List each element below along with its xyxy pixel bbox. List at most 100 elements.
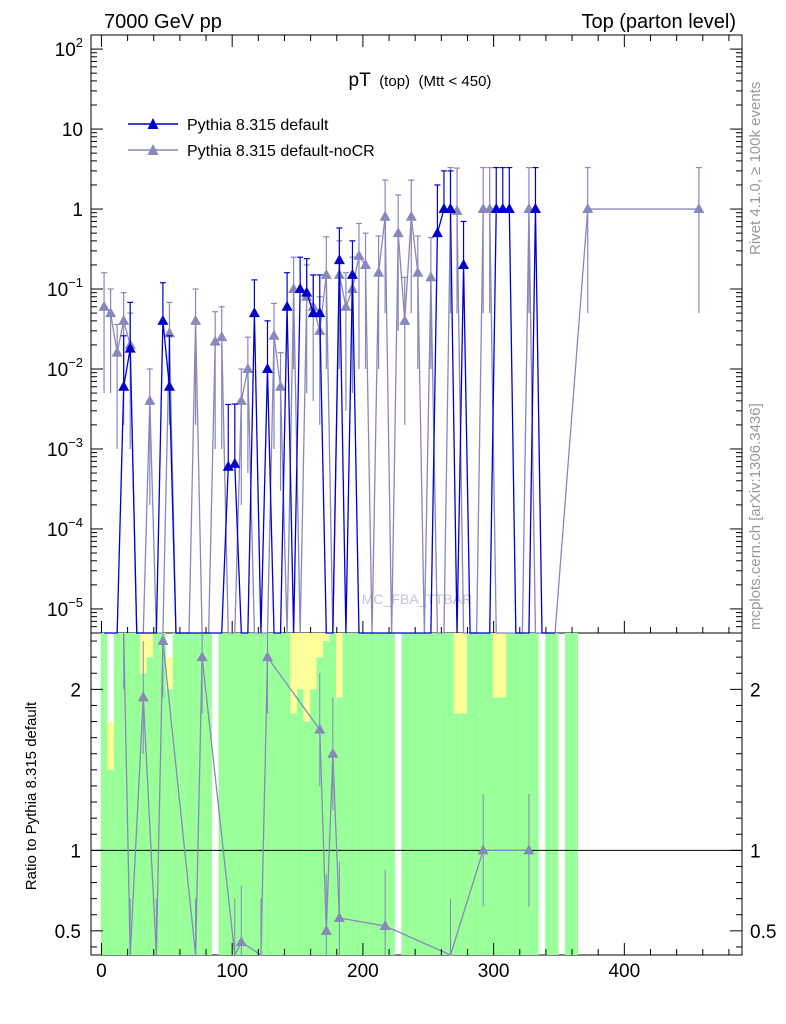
band-green [107, 769, 114, 955]
ratio-tick-label-right: 1 [750, 841, 761, 862]
band-green [120, 633, 127, 955]
data-point [163, 380, 175, 391]
data-point [346, 268, 358, 279]
y-tick-label: 1 [72, 200, 83, 221]
data-point [229, 457, 241, 468]
band-green [224, 633, 232, 955]
data-point [144, 394, 156, 405]
band-yellow [460, 633, 467, 714]
legend: Pythia 8.315 default Pythia 8.315 defaul… [128, 117, 375, 160]
band-green [192, 633, 199, 955]
band-green [388, 633, 395, 955]
band-green [257, 633, 265, 955]
y-tick-label: 10−1 [47, 275, 83, 301]
band-green [153, 633, 160, 955]
title-cond: (Mtt < 450) [418, 73, 491, 90]
mcplots-label: mcplots.cern.ch [arXiv:1306.3436] [747, 403, 764, 630]
band-yellow [166, 657, 173, 690]
main-plot-area [98, 166, 705, 634]
band-green [316, 657, 324, 955]
data-point [431, 227, 443, 238]
x-tick-label: 200 [347, 961, 379, 982]
data-point [248, 307, 260, 318]
band-green [185, 633, 193, 955]
data-point [399, 314, 411, 325]
band-yellow [499, 633, 507, 698]
band-green [251, 633, 258, 955]
ratio-tick-label: 0.5 [55, 922, 81, 943]
band-green [427, 633, 435, 955]
band-green [146, 657, 154, 955]
band-green [499, 697, 507, 955]
band-green [264, 633, 271, 955]
data-point [294, 283, 306, 294]
data-point [314, 307, 326, 318]
band-green [336, 697, 343, 955]
header-left: 7000 GeV pp [104, 11, 222, 33]
band-green [270, 633, 278, 955]
data-point [163, 327, 175, 338]
data-point [320, 268, 332, 279]
data-point [582, 203, 594, 214]
title-sub: (top) [379, 73, 410, 90]
band-green [486, 633, 493, 955]
data-point [261, 362, 273, 373]
ratio-point [333, 911, 345, 922]
band-yellow [107, 721, 114, 770]
band-yellow [316, 633, 324, 658]
legend-label-nocr: Pythia 8.315 default-noCR [187, 143, 375, 160]
ratio-point [137, 691, 149, 702]
legend-label-default: Pythia 8.315 default [187, 117, 329, 134]
series-line-0 [104, 208, 556, 634]
ratio-point [320, 924, 332, 935]
axes: 102 10 1 10−1 10−2 10−3 10−4 10−5 0 100 200 300 400 0… [47, 35, 776, 982]
band-green [238, 633, 245, 955]
band-green [473, 633, 480, 955]
band-green [571, 633, 578, 955]
band-green [453, 713, 461, 955]
data-point [235, 394, 247, 405]
band-green [375, 633, 382, 955]
data-point [444, 203, 456, 214]
ratio-point [261, 651, 273, 662]
band-yellow [296, 633, 304, 690]
band-green [401, 633, 409, 955]
data-point [392, 227, 404, 238]
ratio-tick-label: 2 [70, 680, 81, 701]
band-green [159, 633, 167, 955]
data-point [405, 210, 417, 221]
band-green [113, 633, 121, 955]
ratio-point [314, 723, 326, 734]
band-green [408, 633, 415, 955]
series-line-1 [103, 208, 699, 634]
band-green [126, 633, 134, 955]
x-tick-label: 300 [478, 961, 510, 982]
band-yellow [492, 633, 500, 698]
band-green [283, 633, 291, 955]
x-tick-label: 100 [216, 961, 248, 982]
band-green [355, 633, 363, 955]
band-green [381, 633, 389, 955]
band-green [133, 633, 141, 955]
ratio-point [235, 936, 247, 947]
y-tick-label: 10 [62, 120, 83, 141]
data-point [360, 258, 372, 269]
band-green [290, 713, 297, 955]
band-yellow [323, 633, 330, 642]
data-point [124, 342, 136, 353]
band-green [179, 633, 186, 955]
band-green [198, 633, 206, 955]
ratio-tick-label: 1 [70, 841, 81, 862]
band-green [368, 633, 376, 955]
y-tick-label: 10−5 [47, 595, 83, 621]
data-point [242, 362, 254, 373]
band-green [342, 633, 350, 955]
data-point [281, 300, 293, 311]
data-point [425, 271, 437, 282]
band-green [140, 673, 147, 955]
ratio-point [477, 844, 489, 855]
data-point [503, 203, 515, 214]
band-green [414, 633, 422, 955]
data-point [190, 314, 202, 325]
